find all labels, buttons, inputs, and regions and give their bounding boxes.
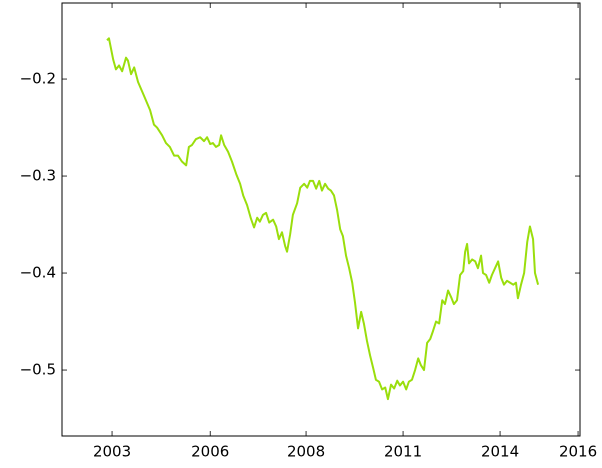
plot-frame xyxy=(61,2,581,437)
y-tick-label: −0.4 xyxy=(20,264,56,282)
data-line xyxy=(106,37,540,401)
x-tick-label: 2016 xyxy=(559,443,597,461)
x-tick-label: 2008 xyxy=(287,443,325,461)
x-tick-label: 2011 xyxy=(384,443,422,461)
y-tick-label: −0.5 xyxy=(20,361,56,379)
x-tick-label: 2014 xyxy=(481,443,519,461)
y-tick-label: −0.2 xyxy=(20,70,56,88)
y-tick-label: −0.3 xyxy=(20,167,56,185)
x-tick-label: 2003 xyxy=(93,443,131,461)
x-tick-label: 2006 xyxy=(191,443,229,461)
